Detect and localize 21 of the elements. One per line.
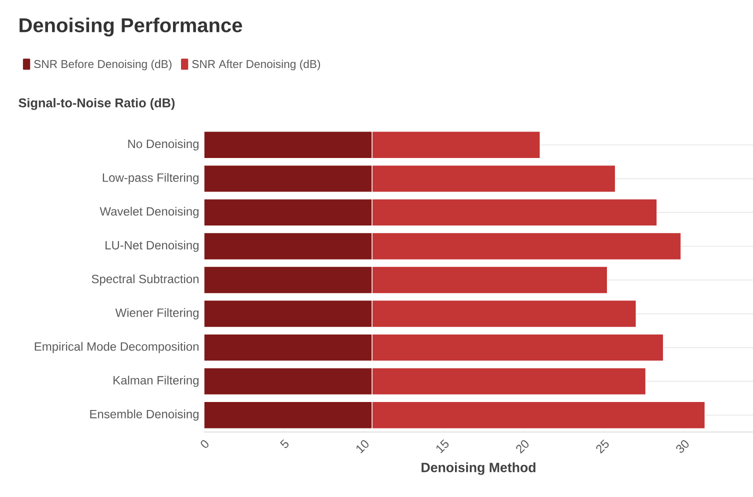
y-tick-label: Spectral Subtraction [92, 274, 198, 286]
y-tick-label: Low-pass Filtering [102, 173, 198, 184]
x-tick-label: 30 [676, 440, 689, 453]
x-axis-title: Denoising Method [422, 462, 536, 475]
legend-label: SNR After Denoising (dB) [192, 60, 320, 70]
y-axis-title: Signal-to-Noise Ratio (dB) [18, 98, 175, 110]
x-tick-label: 20 [516, 440, 529, 454]
y-tick-label: Wiener Filtering [115, 308, 198, 320]
y-tick-label: Wavelet Denoising [100, 206, 198, 218]
y-tick-label: Kalman Filtering [114, 376, 198, 387]
x-tick-label: 15 [436, 439, 449, 454]
y-tick-label: LU-Net Denoising [106, 240, 198, 252]
x-tick-label: 25 [596, 439, 609, 454]
y-tick-label: Empirical Mode Decomposition [34, 342, 198, 354]
x-tick-label: 10 [356, 440, 368, 454]
y-tick-label: No Denoising [128, 139, 198, 150]
y-tick-label: Ensemble Denoising [90, 410, 198, 421]
x-tick-label: 5 [280, 439, 289, 448]
x-tick-label: 0 [200, 440, 208, 448]
chart-title: Denoising Performance [20, 18, 242, 36]
legend-label: SNR Before Denoising (dB) [34, 60, 172, 70]
